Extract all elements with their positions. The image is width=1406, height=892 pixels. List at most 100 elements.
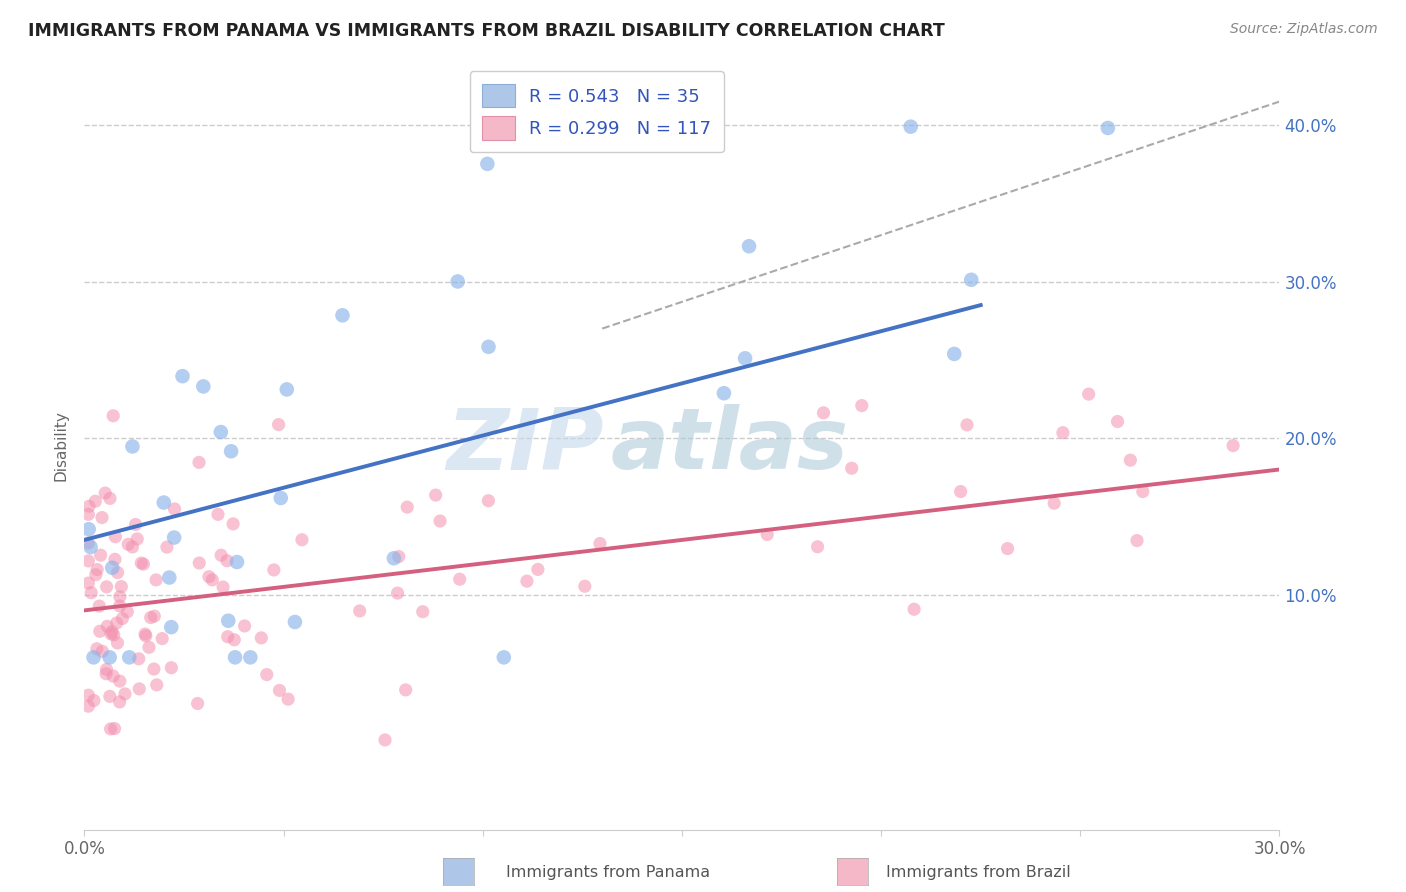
Point — [108, 674, 131, 689]
Point — [101, 560, 124, 574]
Point — [118, 650, 141, 665]
Point — [117, 605, 139, 619]
Point — [157, 570, 180, 584]
Point — [412, 605, 434, 619]
Point — [997, 541, 1019, 556]
Point — [1222, 439, 1244, 453]
Text: Immigrants from Brazil: Immigrants from Brazil — [886, 864, 1070, 880]
Point — [256, 667, 278, 681]
Point — [77, 699, 100, 714]
Point — [111, 611, 134, 625]
Point — [277, 692, 299, 706]
Point — [713, 386, 735, 401]
Point — [145, 573, 167, 587]
Point — [86, 563, 108, 577]
Point — [108, 599, 131, 613]
Point — [222, 516, 245, 531]
Text: Source: ZipAtlas.com: Source: ZipAtlas.com — [1230, 22, 1378, 37]
Point — [209, 425, 232, 439]
Text: atlas: atlas — [610, 404, 848, 488]
Point — [134, 627, 156, 641]
Point — [110, 580, 132, 594]
Point — [89, 624, 111, 639]
Point — [217, 630, 239, 644]
Point — [806, 540, 828, 554]
Point — [429, 514, 451, 528]
Point — [103, 628, 125, 642]
Point — [207, 508, 229, 522]
Point — [114, 687, 136, 701]
Text: IMMIGRANTS FROM PANAMA VS IMMIGRANTS FROM BRAZIL DISABILITY CORRELATION CHART: IMMIGRANTS FROM PANAMA VS IMMIGRANTS FRO… — [28, 22, 945, 40]
Point — [1107, 415, 1129, 429]
Point — [91, 644, 114, 658]
Point — [1119, 453, 1142, 467]
Point — [349, 604, 371, 618]
Point — [152, 495, 174, 509]
Point — [187, 697, 209, 711]
Point — [387, 586, 409, 600]
Point — [98, 491, 121, 506]
Point — [77, 500, 100, 514]
Point — [160, 661, 183, 675]
Point — [135, 629, 157, 643]
Point — [269, 683, 291, 698]
Point — [224, 632, 246, 647]
Point — [163, 531, 186, 545]
Point — [291, 533, 314, 547]
Point — [121, 440, 143, 454]
Point — [100, 722, 122, 736]
Point — [813, 406, 835, 420]
Point — [98, 650, 121, 665]
Point — [77, 576, 100, 591]
Point — [574, 579, 596, 593]
Text: ZIP: ZIP — [447, 404, 605, 488]
Point — [91, 510, 114, 524]
Point — [77, 508, 100, 522]
Point — [900, 120, 922, 134]
Point — [734, 351, 756, 366]
Point — [105, 615, 128, 630]
Point — [143, 609, 166, 624]
Point — [396, 500, 419, 515]
Y-axis label: Disability: Disability — [53, 410, 69, 482]
Point — [108, 590, 131, 604]
Point — [1132, 484, 1154, 499]
Point — [193, 379, 215, 393]
Point — [101, 624, 124, 639]
Point — [128, 652, 150, 666]
Point — [131, 556, 153, 570]
Point — [263, 563, 285, 577]
Point — [1126, 533, 1149, 548]
Point — [738, 239, 761, 253]
Point — [104, 552, 127, 566]
Point — [1077, 387, 1099, 401]
Point — [77, 554, 100, 568]
Point — [96, 662, 118, 676]
Point — [103, 409, 125, 423]
Point — [226, 555, 249, 569]
Point — [172, 369, 194, 384]
Point — [128, 681, 150, 696]
Point — [127, 532, 149, 546]
Point — [395, 682, 418, 697]
Point — [425, 488, 447, 502]
Point — [108, 695, 131, 709]
Legend: R = 0.543   N = 35, R = 0.299   N = 117: R = 0.543 N = 35, R = 0.299 N = 117 — [470, 71, 724, 153]
Point — [84, 567, 107, 582]
Point — [77, 688, 100, 702]
Point — [589, 536, 612, 550]
Point — [388, 549, 411, 564]
Point — [209, 548, 232, 562]
Point — [215, 554, 238, 568]
Point — [949, 484, 972, 499]
Point — [124, 517, 146, 532]
Point — [233, 619, 256, 633]
Point — [332, 309, 354, 323]
Point — [107, 566, 129, 580]
Point — [163, 502, 186, 516]
Point — [841, 461, 863, 475]
Point — [276, 383, 298, 397]
Point — [374, 733, 396, 747]
Point — [94, 666, 117, 681]
Text: Immigrants from Panama: Immigrants from Panama — [506, 864, 710, 880]
